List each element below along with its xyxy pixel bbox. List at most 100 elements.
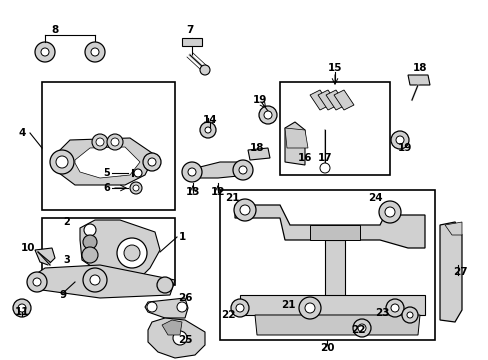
Circle shape xyxy=(385,299,403,317)
Text: 22: 22 xyxy=(220,310,235,320)
Circle shape xyxy=(305,303,314,313)
Circle shape xyxy=(18,304,26,312)
Circle shape xyxy=(134,169,142,177)
Circle shape xyxy=(148,158,156,166)
Text: 12: 12 xyxy=(210,187,225,197)
Circle shape xyxy=(239,166,246,174)
Polygon shape xyxy=(254,315,419,335)
Text: 21: 21 xyxy=(224,193,239,203)
Polygon shape xyxy=(317,90,337,110)
Circle shape xyxy=(204,127,210,133)
Bar xyxy=(182,38,202,46)
Polygon shape xyxy=(80,220,160,280)
Text: 15: 15 xyxy=(327,63,342,73)
Circle shape xyxy=(390,304,398,312)
Circle shape xyxy=(236,304,244,312)
Polygon shape xyxy=(444,222,461,235)
Circle shape xyxy=(232,160,252,180)
Text: 16: 16 xyxy=(297,153,312,163)
Text: 1: 1 xyxy=(178,232,185,242)
Polygon shape xyxy=(28,265,175,298)
Polygon shape xyxy=(309,225,359,240)
Circle shape xyxy=(401,307,417,323)
Text: 7: 7 xyxy=(186,25,193,35)
Circle shape xyxy=(85,42,105,62)
Circle shape xyxy=(259,106,276,124)
Text: 18: 18 xyxy=(249,143,264,153)
Text: 9: 9 xyxy=(60,290,66,300)
Text: 24: 24 xyxy=(367,193,382,203)
Text: 8: 8 xyxy=(51,25,59,35)
Circle shape xyxy=(182,162,202,182)
Circle shape xyxy=(35,42,55,62)
Circle shape xyxy=(234,199,256,221)
Circle shape xyxy=(319,163,329,173)
Text: 23: 23 xyxy=(374,308,388,318)
Circle shape xyxy=(357,324,365,332)
Circle shape xyxy=(41,48,49,56)
Polygon shape xyxy=(148,318,204,358)
Circle shape xyxy=(173,331,186,345)
Bar xyxy=(42,82,175,210)
Text: 27: 27 xyxy=(452,267,467,277)
Bar xyxy=(280,82,389,175)
Circle shape xyxy=(50,150,74,174)
Circle shape xyxy=(107,134,123,150)
Polygon shape xyxy=(325,240,345,300)
Circle shape xyxy=(200,122,216,138)
Circle shape xyxy=(240,205,249,215)
Circle shape xyxy=(378,201,400,223)
Circle shape xyxy=(82,247,98,263)
Polygon shape xyxy=(325,90,346,110)
Circle shape xyxy=(352,319,370,337)
Polygon shape xyxy=(247,148,269,160)
Text: 2: 2 xyxy=(63,217,70,227)
Text: 19: 19 xyxy=(252,95,266,105)
Text: 20: 20 xyxy=(319,343,334,353)
Circle shape xyxy=(200,65,209,75)
Circle shape xyxy=(395,136,403,144)
Polygon shape xyxy=(75,147,140,178)
Circle shape xyxy=(33,278,41,286)
Circle shape xyxy=(177,302,186,312)
Polygon shape xyxy=(240,295,424,315)
Polygon shape xyxy=(407,75,429,85)
Polygon shape xyxy=(285,128,307,148)
Circle shape xyxy=(133,185,139,191)
Circle shape xyxy=(147,302,157,312)
Polygon shape xyxy=(184,162,247,178)
Text: 18: 18 xyxy=(412,63,427,73)
Circle shape xyxy=(384,207,394,217)
Circle shape xyxy=(83,235,97,249)
Circle shape xyxy=(406,312,412,318)
Polygon shape xyxy=(162,320,182,335)
Circle shape xyxy=(187,168,196,176)
Text: 3: 3 xyxy=(63,255,70,265)
Polygon shape xyxy=(439,222,461,322)
Bar xyxy=(220,190,434,340)
Polygon shape xyxy=(145,298,187,318)
Text: 13: 13 xyxy=(185,187,200,197)
Circle shape xyxy=(84,224,96,236)
Circle shape xyxy=(230,299,248,317)
Circle shape xyxy=(111,138,119,146)
Polygon shape xyxy=(235,205,424,248)
Circle shape xyxy=(83,268,107,292)
Bar xyxy=(42,218,175,285)
Circle shape xyxy=(27,272,47,292)
Circle shape xyxy=(56,156,68,168)
Circle shape xyxy=(390,131,408,149)
Circle shape xyxy=(92,134,108,150)
Circle shape xyxy=(142,153,161,171)
Circle shape xyxy=(130,182,142,194)
Text: 17: 17 xyxy=(317,153,332,163)
Text: 4: 4 xyxy=(18,128,26,138)
Polygon shape xyxy=(285,122,305,165)
Text: 19: 19 xyxy=(397,143,411,153)
Text: 6: 6 xyxy=(103,183,110,193)
Text: 26: 26 xyxy=(177,293,192,303)
Text: 5: 5 xyxy=(103,168,110,178)
Circle shape xyxy=(13,299,31,317)
Text: 21: 21 xyxy=(280,300,295,310)
Circle shape xyxy=(264,111,271,119)
